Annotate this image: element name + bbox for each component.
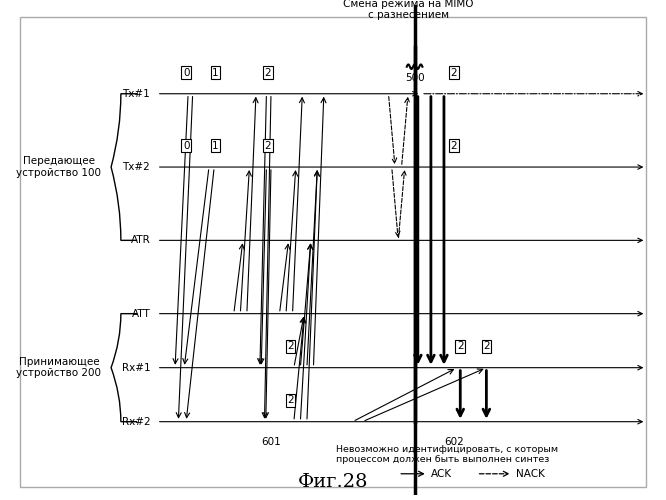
- Text: 2: 2: [457, 342, 464, 351]
- FancyBboxPatch shape: [20, 16, 646, 488]
- Text: 602: 602: [444, 437, 464, 447]
- Text: NACK: NACK: [515, 469, 545, 479]
- Text: 500: 500: [405, 74, 424, 84]
- Text: 0: 0: [183, 141, 189, 151]
- Text: Фиг.28: Фиг.28: [298, 473, 368, 491]
- Text: 1: 1: [212, 141, 219, 151]
- Text: 2: 2: [264, 68, 271, 78]
- Text: 2: 2: [450, 141, 457, 151]
- Text: ATR: ATR: [131, 236, 151, 246]
- Text: 2: 2: [450, 68, 457, 78]
- Text: 1: 1: [212, 68, 219, 78]
- Text: Rx#1: Rx#1: [122, 362, 151, 372]
- Text: Tx#1: Tx#1: [123, 88, 151, 99]
- Text: ATT: ATT: [131, 308, 151, 318]
- Text: Передающее
устройство 100: Передающее устройство 100: [17, 156, 101, 178]
- Text: ACK: ACK: [431, 469, 452, 479]
- Text: 2: 2: [287, 342, 294, 351]
- Text: Смена режима на МIMO
с разнесением: Смена режима на МIMO с разнесением: [343, 0, 474, 20]
- Text: 601: 601: [261, 437, 281, 447]
- Text: Невозможно идентифицировать, с которым
процессом должен быть выполнен синтез: Невозможно идентифицировать, с которым п…: [336, 445, 558, 464]
- Text: Rx#2: Rx#2: [122, 416, 151, 426]
- Text: 2: 2: [287, 396, 294, 406]
- Text: 2: 2: [264, 141, 271, 151]
- Text: Принимающее
устройство 200: Принимающее устройство 200: [17, 357, 101, 378]
- Text: Tx#2: Tx#2: [123, 162, 151, 172]
- Text: 0: 0: [183, 68, 189, 78]
- Text: 2: 2: [483, 342, 490, 351]
